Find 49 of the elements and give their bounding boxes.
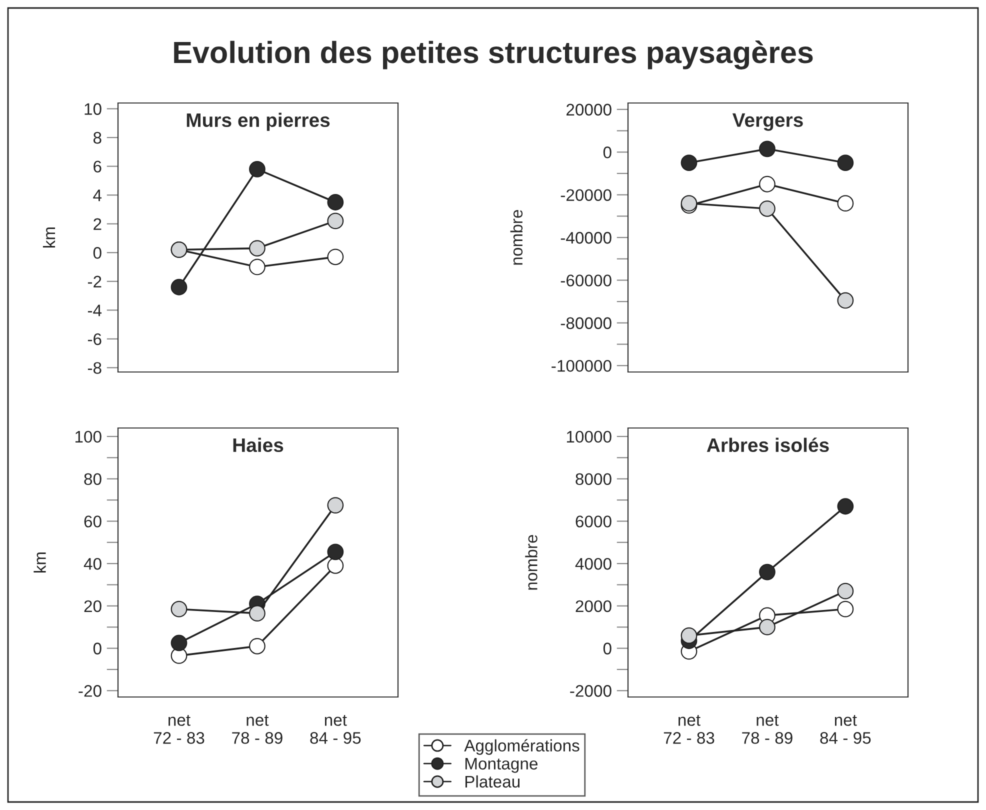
y-tick-label: 0 (93, 247, 102, 259)
y-tick-label: -20000 (560, 189, 612, 202)
y-tick-label: 4 (93, 190, 102, 202)
y-tick-label: -8 (88, 362, 102, 374)
y-tick-label: 6000 (576, 516, 612, 528)
y-axis-title: km (42, 227, 56, 248)
chart-title: Vergers (732, 113, 803, 131)
y-tick-label: -40000 (560, 232, 612, 244)
y-tick-label: 8 (93, 132, 102, 144)
y-tick-label: 60 (84, 516, 102, 528)
x-tick-label: net 72 - 83 (664, 714, 714, 744)
y-tick-label: 80 (84, 473, 102, 486)
y-tick-label: -80000 (560, 317, 612, 330)
chart-title: Murs en pierres (186, 112, 330, 131)
x-tick-label: net 84 - 95 (310, 714, 361, 744)
y-tick-label: 2 (94, 218, 102, 230)
y-axis-title: km (34, 552, 46, 572)
y-tick-label: -4 (88, 304, 102, 316)
legend-label: Plateau (465, 775, 520, 788)
y-tick-label: 0 (603, 642, 612, 654)
y-tick-label: -6 (88, 333, 102, 346)
chart-title: Arbres isolés (706, 438, 829, 452)
y-axis-title: nombre (510, 210, 523, 265)
y-tick-label: 0 (603, 146, 612, 158)
text: Evolution des petites structures paysagères (174, 40, 813, 70)
y-tick-label: 2000 (576, 600, 612, 612)
x-tick-label: net 84 - 95 (820, 714, 871, 744)
y-tick-label: -100000 (552, 360, 612, 372)
y-tick-label: 10000 (566, 430, 612, 443)
y-tick-label: -2000 (570, 685, 612, 697)
y-tick-label: 4000 (575, 558, 612, 570)
y-tick-label: 8000 (576, 473, 612, 486)
y-tick-label: 20000 (566, 104, 612, 116)
y-tick-label: -60000 (560, 274, 612, 286)
y-axis-title: nombre (525, 534, 538, 590)
y-tick-label: 0 (93, 642, 102, 654)
legend-label: Montagne (465, 758, 538, 773)
x-tick-label: net 78 - 89 (232, 714, 282, 744)
x-tick-label: net 72 - 83 (154, 714, 204, 744)
y-tick-label: -2 (88, 276, 102, 288)
chart-title: Haies (233, 438, 284, 452)
y-tick-label: 40 (84, 558, 102, 570)
y-tick-label: 20 (84, 600, 102, 612)
y-tick-label: 100 (75, 430, 102, 443)
y-tick-label: 10 (84, 103, 102, 115)
legend-label: Agglomérations (464, 739, 580, 755)
y-tick-label: -20 (78, 685, 102, 697)
y-tick-label: 6 (94, 160, 102, 172)
x-tick-label: net 78 - 89 (742, 714, 792, 744)
